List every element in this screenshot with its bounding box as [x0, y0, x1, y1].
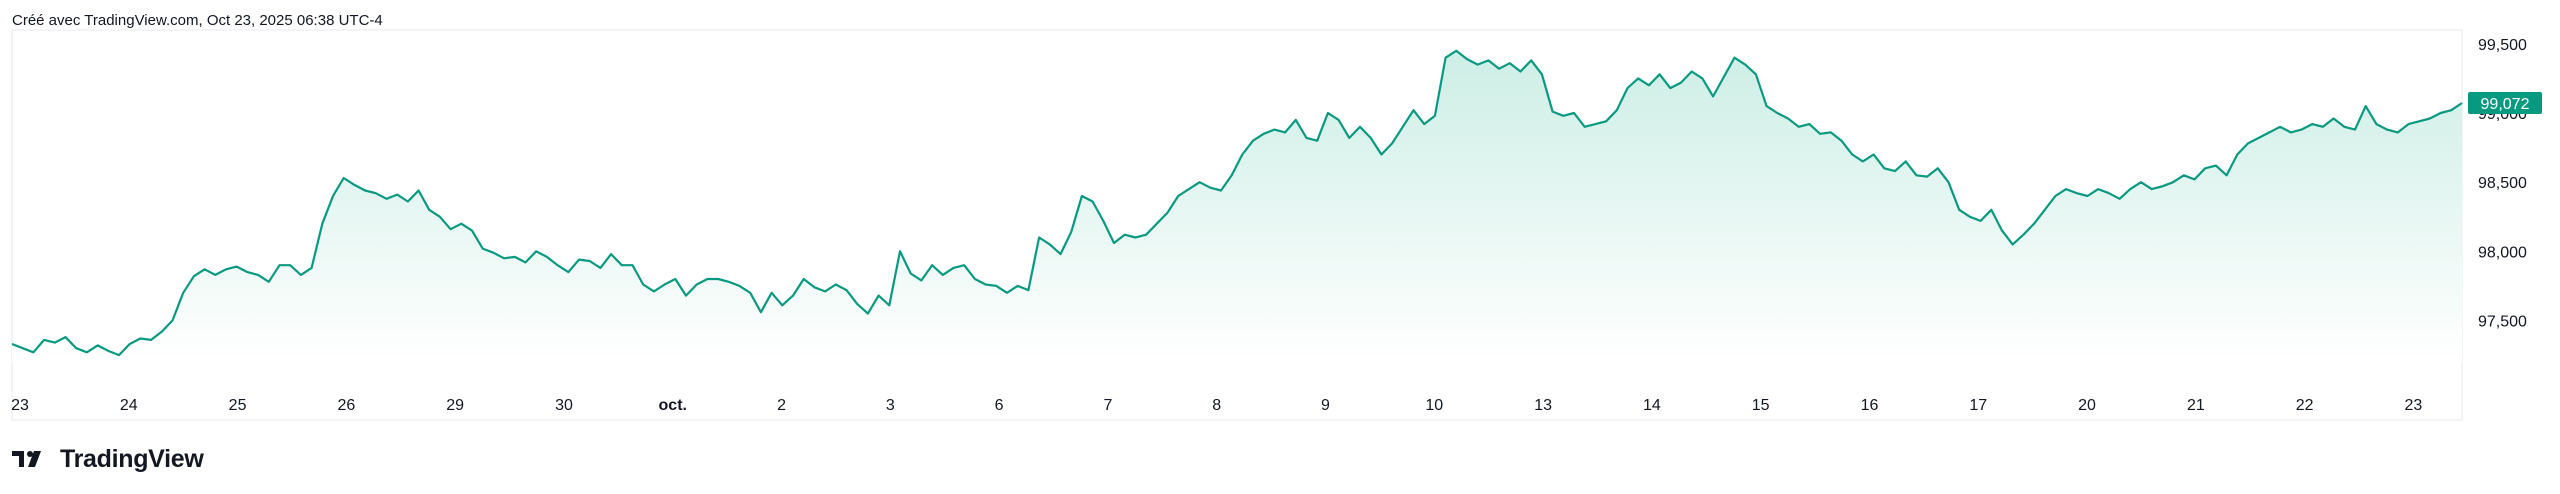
x-tick-label: 3	[886, 397, 895, 414]
x-tick-label: 14	[1643, 397, 1661, 414]
x-tick-label: 8	[1212, 397, 1221, 414]
tradingview-logo-icon	[12, 451, 41, 467]
y-tick-label: 98,000	[2478, 244, 2527, 261]
price-area	[12, 50, 2462, 363]
current-price-label: 99,072	[2481, 96, 2530, 113]
x-tick-label: 2	[777, 397, 786, 414]
price-chart[interactable]: 99,500 99,000 98,500 98,000 97,500 23 24 25 26 2…	[0, 0, 2560, 430]
current-price-badge: 99,072	[2468, 92, 2542, 115]
x-tick-label: 24	[120, 397, 138, 414]
x-tick-label: 7	[1103, 397, 1112, 414]
current-price-badge-bg	[2468, 92, 2542, 115]
tradingview-brand[interactable]: TradingView	[12, 444, 204, 474]
x-tick-label: 9	[1321, 397, 1330, 414]
x-tick-label: 26	[337, 397, 355, 414]
x-tick-label: 25	[229, 397, 247, 414]
x-tick-label: 21	[2187, 397, 2205, 414]
x-tick-label: oct.	[659, 397, 687, 414]
tradingview-wordmark: TradingView	[60, 444, 204, 473]
x-tick-label: 30	[555, 397, 573, 414]
x-tick-label: 15	[1752, 397, 1770, 414]
x-tick-label: 13	[1534, 397, 1552, 414]
y-tick-label: 97,500	[2478, 314, 2527, 331]
x-axis[interactable]: 23 24 25 26 29 30 oct. 2 3 6 7 8 9 10 13 14 15 16 17 20 21 22…	[11, 397, 2422, 414]
x-tick-label: 22	[2296, 397, 2314, 414]
price-line	[11, 49, 2463, 357]
price-series-line	[11, 49, 2463, 357]
x-tick-label: 6	[995, 397, 1004, 414]
x-tick-label: 20	[2078, 397, 2096, 414]
chart-caption: Créé avec TradingView.com, Oct 23, 2025 …	[12, 12, 383, 29]
x-tick-label: 29	[446, 397, 464, 414]
y-tick-label: 98,500	[2478, 175, 2527, 192]
price-area-fill	[12, 50, 2462, 363]
x-tick-label: 23	[2405, 397, 2423, 414]
y-tick-label: 99,500	[2478, 37, 2527, 54]
x-tick-label: 23	[11, 397, 29, 414]
x-tick-label: 16	[1861, 397, 1879, 414]
x-tick-label: 17	[1969, 397, 1987, 414]
x-tick-label: 10	[1425, 397, 1443, 414]
